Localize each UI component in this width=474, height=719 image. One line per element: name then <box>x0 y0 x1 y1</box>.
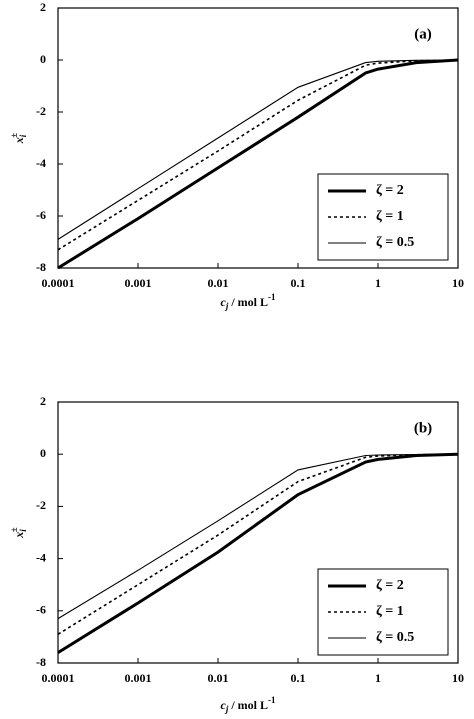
x-label-sup: -1 <box>268 695 276 705</box>
y-tick-label: 0 <box>40 446 46 460</box>
panel-label: (a) <box>414 26 432 42</box>
series-line <box>57 58 459 270</box>
series-line <box>57 452 459 654</box>
y-tick-label: 2 <box>40 394 46 408</box>
x-label-main: c <box>220 295 226 309</box>
series-line <box>57 59 459 240</box>
x-label-unit: / mol L <box>228 295 268 309</box>
legend-label: ζ = 2 <box>376 578 404 593</box>
y-tick-label: -2 <box>36 104 46 118</box>
x-tick-label: 0.0001 <box>42 276 75 290</box>
x-label-sub: j <box>224 301 229 311</box>
y-tick-label: -6 <box>36 603 46 617</box>
plot-frame <box>57 401 459 664</box>
x-tick-label: 0.1 <box>291 276 306 290</box>
y-tick-label: 2 <box>40 0 46 14</box>
x-tick-label: 10 <box>452 276 464 290</box>
x-label-sub: j <box>224 704 229 714</box>
y-label-sub: i <box>18 134 28 137</box>
x-tick-label: 1 <box>375 671 381 685</box>
series-line <box>57 59 459 251</box>
x-tick-label: 1 <box>375 276 381 290</box>
x-tick-label: 0.001 <box>125 671 152 685</box>
y-label-main: x <box>12 532 26 539</box>
y-label-sub: i <box>18 529 28 532</box>
series-line <box>57 453 459 635</box>
x-label-unit: / mol L <box>228 698 268 712</box>
y-tick-label: 0 <box>40 52 46 66</box>
y-tick-label: -6 <box>36 208 46 222</box>
legend-box <box>317 173 449 261</box>
y-tick-label: -8 <box>36 655 46 669</box>
y-tick-label: -4 <box>36 156 46 170</box>
x-label-sup: -1 <box>268 292 276 302</box>
x-label-main: c <box>220 698 226 712</box>
legend-label: ζ = 2 <box>376 183 404 198</box>
x-axis-label: cj / mol L-1 <box>220 292 276 311</box>
y-axis-label: xi± <box>9 133 28 145</box>
x-tick-label: 0.001 <box>125 276 152 290</box>
x-tick-label: 10 <box>452 671 464 685</box>
y-label-main: x <box>12 137 26 144</box>
x-tick-label: 0.0001 <box>42 671 75 685</box>
panel-label: (b) <box>414 420 432 436</box>
y-label-sup: ± <box>9 133 19 138</box>
x-tick-label: 0.1 <box>291 671 306 685</box>
y-tick-label: -4 <box>36 550 46 564</box>
legend-label: ζ = 0.5 <box>376 630 414 645</box>
x-tick-label: 0.01 <box>208 276 229 290</box>
plot-frame <box>57 7 459 269</box>
y-label-sup: ± <box>9 527 19 532</box>
legend-label: ζ = 0.5 <box>376 235 414 250</box>
y-axis-label: xi± <box>9 527 28 539</box>
legend-label: ζ = 1 <box>376 604 404 619</box>
series-line <box>57 453 459 620</box>
x-axis-label: cj / mol L-1 <box>220 695 276 714</box>
y-tick-label: -2 <box>36 498 46 512</box>
y-tick-label: -8 <box>36 260 46 274</box>
x-tick-label: 0.01 <box>208 671 229 685</box>
legend-box <box>317 568 449 656</box>
legend-label: ζ = 1 <box>376 209 404 224</box>
